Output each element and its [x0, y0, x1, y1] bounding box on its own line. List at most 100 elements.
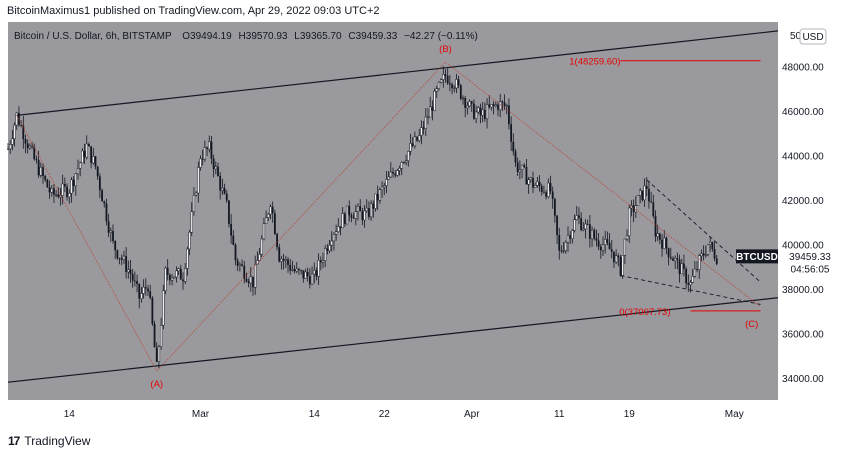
candle-up [604, 238, 607, 245]
chart-area[interactable]: 1(48259.60) 0(37007.73) (A) (B) (C) 34000.00… [0, 22, 850, 428]
candle-up [709, 241, 712, 245]
candle-up [304, 271, 307, 279]
candle-up [689, 282, 692, 285]
candle-up [383, 185, 386, 188]
candle-down [166, 268, 169, 275]
fib-level-label: 0(37007.73) [619, 307, 670, 318]
candle-up [663, 237, 666, 249]
candle-up [332, 234, 336, 242]
candle-down [125, 256, 128, 272]
candle-up [249, 276, 252, 284]
candle-up [582, 228, 585, 231]
candle-up [81, 150, 84, 164]
candle-up [313, 270, 316, 275]
publish-header: BitcoinMaximus1 published on TradingView… [7, 5, 380, 17]
candle-down [210, 141, 213, 159]
candle-up [404, 160, 408, 163]
candle-up [184, 268, 187, 282]
candle-up [221, 187, 224, 191]
candle-down [155, 347, 158, 362]
candle-up [426, 116, 430, 119]
candle-up [175, 270, 178, 278]
candle-up [127, 269, 130, 273]
candle-up [280, 258, 283, 262]
wedge-lower-line [620, 275, 761, 305]
candle-up [295, 268, 298, 272]
candle-down [302, 270, 305, 279]
candle-down [416, 136, 418, 141]
candle-up [505, 105, 508, 107]
candle-up [203, 147, 207, 160]
candle-down [715, 258, 718, 264]
price-axis[interactable]: 34000.00 36000.00 38000.00 40000.00 42000.00… [782, 31, 824, 385]
currency-button[interactable]: USD [799, 28, 827, 45]
candle-down [348, 206, 351, 216]
candle-down [411, 143, 414, 146]
candle-up [389, 171, 392, 178]
candle-down [545, 192, 548, 197]
candle-down [617, 255, 620, 258]
candle-down [632, 205, 635, 213]
candle-up [409, 143, 412, 152]
candle-up [269, 206, 272, 215]
candle-down [676, 258, 679, 260]
candle-down [133, 280, 136, 282]
candle-down [510, 124, 513, 142]
candle-down [53, 188, 55, 195]
candle-up [490, 104, 493, 108]
candle-up [254, 263, 257, 288]
candle-down [501, 101, 504, 103]
candle-up [356, 205, 360, 212]
candle-up [700, 253, 703, 257]
candle-up [39, 166, 42, 176]
candle-up [420, 127, 423, 136]
candle-up [54, 194, 58, 196]
candle-down [120, 258, 123, 260]
candle-up [188, 231, 191, 250]
candle-down [497, 104, 499, 110]
candle-down [241, 264, 243, 266]
candle-up [337, 226, 340, 232]
legend-symbol: Bitcoin / U.S. Dollar, 6h, BITSTAMP [14, 31, 172, 42]
candle-down [444, 74, 447, 76]
candle-down [483, 109, 486, 119]
candle-up [584, 223, 587, 230]
candle-down [289, 264, 292, 271]
candle-down [359, 206, 362, 212]
candle-down [315, 270, 318, 277]
x-tick-label: 14 [64, 409, 76, 420]
candle-up [374, 193, 377, 209]
candle-down [138, 283, 141, 299]
time-axis[interactable]: 14 Mar 14 22 Apr 11 19 May [64, 409, 744, 420]
candle-down [578, 215, 580, 219]
candle-up [466, 105, 469, 109]
candle-down [492, 104, 495, 106]
price-chart[interactable]: 1(48259.60) 0(37007.73) (A) (B) (C) 34000.00… [0, 22, 850, 428]
candle-down [672, 258, 674, 261]
x-tick-label: May [725, 409, 744, 420]
candle-down [24, 139, 27, 144]
candle-up [628, 207, 631, 237]
candlestick-series [7, 66, 718, 369]
candle-up [571, 230, 574, 239]
candle-down [282, 259, 285, 261]
candle-down [488, 104, 491, 108]
candle-down [206, 147, 208, 150]
candle-down [228, 200, 230, 224]
legend-open-label: O [182, 31, 190, 42]
candle-up [706, 244, 710, 255]
candle-up [398, 168, 401, 171]
candle-up [564, 241, 567, 251]
candle-up [61, 183, 64, 196]
candle-up [693, 268, 697, 277]
candle-down [153, 323, 156, 348]
candle-down [230, 223, 233, 236]
candle-up [369, 203, 373, 218]
candle-up [520, 164, 524, 171]
candle-up [140, 293, 143, 299]
candle-up [164, 267, 167, 292]
candle-down [606, 239, 609, 243]
x-tick-label: Mar [192, 409, 210, 420]
candle-up [499, 101, 502, 111]
candle-down [287, 259, 289, 265]
